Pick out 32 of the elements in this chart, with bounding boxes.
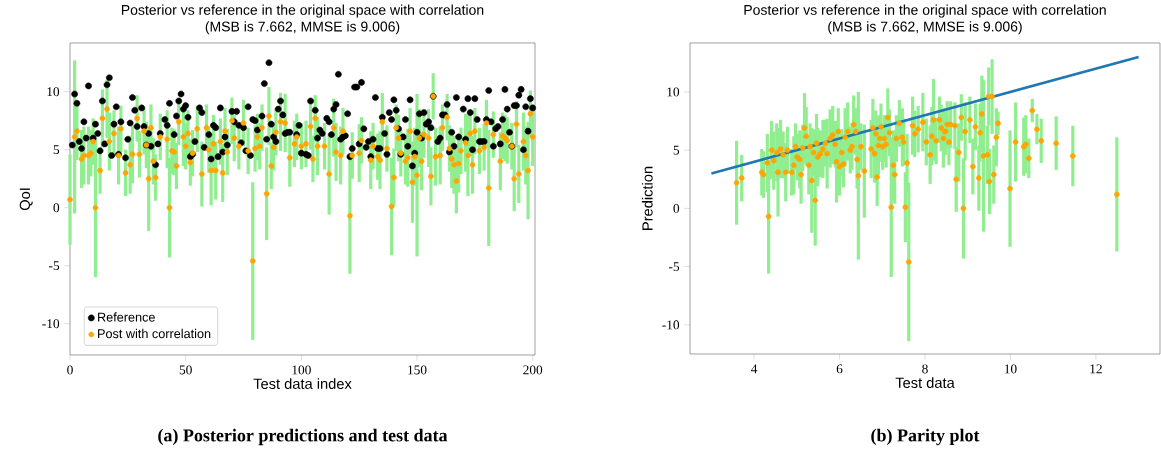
x-tick-label: 200 xyxy=(523,365,543,375)
y-tick-label: 10 xyxy=(667,87,680,97)
y-tick-label: 10 xyxy=(47,87,60,97)
y-tick-label: 0 xyxy=(53,203,60,213)
chart-subtitle: (MSB is 7.662, MMSE is 9.006) xyxy=(828,21,1022,35)
x-tick-label: 0 xyxy=(67,365,73,375)
y-tick-label: 0 xyxy=(673,203,680,213)
x-tick-label: 12 xyxy=(1090,364,1102,374)
x-tick-label: 100 xyxy=(292,365,311,375)
y-tick-label: 5 xyxy=(673,145,680,155)
y-tick-label: 5 xyxy=(53,145,60,155)
y-tick-label: -5 xyxy=(669,262,680,272)
x-tick-label: 4 xyxy=(751,364,758,374)
x-axis-title: Test data xyxy=(895,377,955,388)
x-tick-label: 8 xyxy=(922,364,928,374)
chart-title: Posterior vs reference in the original space with correlation xyxy=(121,4,484,18)
x-tick-label: 10 xyxy=(1004,364,1017,374)
y-tick-label: -10 xyxy=(42,319,60,329)
x-axis-title: Test data index xyxy=(253,378,352,389)
text: (b) Parity plot xyxy=(871,428,980,446)
legend-label: Post with correlation xyxy=(98,328,211,339)
chart-title: Posterior vs reference in the original space with correlation xyxy=(744,4,1106,18)
legend-label: Reference xyxy=(98,312,155,322)
x-tick-label: 6 xyxy=(836,364,843,374)
y-axis-title: QoI xyxy=(19,188,33,211)
y-tick-label: -10 xyxy=(662,320,680,330)
chart-subtitle: (MSB is 7.662, MMSE is 9.006) xyxy=(205,21,400,35)
y-axis-title: Prediction xyxy=(641,166,653,230)
y-tick-label: -5 xyxy=(49,261,60,271)
x-tick-label: 50 xyxy=(179,365,192,375)
x-tick-label: 150 xyxy=(408,365,427,375)
text: (a) Posterior predictions and test data xyxy=(158,428,448,446)
